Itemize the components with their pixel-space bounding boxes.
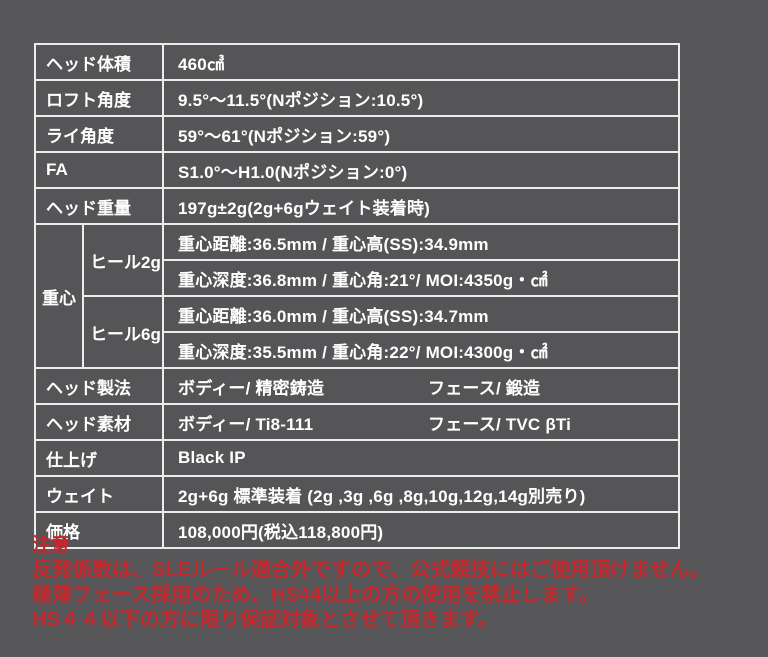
caution-line-hs44-prohibit: 極薄フェース採用のため、HS44以上の方の使用を禁止します。 [32,584,600,606]
table-row: 仕上げ Black IP [34,439,680,477]
spec-label-price: 価格 [34,511,164,549]
table-row: ヒール6g 重心距離:36.0mm / 重心高(SS):34.7mm [35,295,680,369]
spec-label-fa: FA [34,151,164,189]
spec-value-face-construction: フェース/ 鍛造 [428,378,541,398]
table-row: ヘッド素材 ボディー/ Ti8-111 フェース/ TVC βTi [34,403,680,441]
spec-value-price: 108,000円(税込118,800円) [162,511,680,549]
table-row: ヘッド重量 197g±2g(2g+6gウェイト装着時) [34,187,680,225]
spec-value-head-material: ボディー/ Ti8-111 フェース/ TVC βTi [162,403,680,441]
spec-value-face-material: フェース/ TVC βTi [428,414,572,434]
caution-heading: 注意 [32,535,71,556]
spec-table: ヘッド体積 460㎤ ロフト角度 9.5°〜11.5°(Nポジション:10.5°… [34,43,680,549]
spec-value-heel6g-line2: 重心深度:35.5mm / 重心角:22°/ MOI:4300g・㎠ [162,331,680,369]
spec-value-fa: S1.0°〜H1.0(Nポジション:0°) [162,151,680,189]
spec-value-finish: Black IP [162,439,680,477]
caution-notes: 注意 反発係数は、SLEルール適合外ですので、公式競技にはご使用頂けません。 極… [32,533,710,633]
spec-value-heel2g-line1: 重心距離:36.5mm / 重心高(SS):34.9mm [162,223,680,261]
spec-table-section: ヘッド体積 460㎤ ロフト角度 9.5°〜11.5°(Nポジション:10.5°… [34,43,680,549]
spec-value-weight-kit: 2g+6g 標準装着 (2g ,3g ,6g ,8g,10g,12g,14g別売… [162,475,680,513]
spec-value-body-material: ボディー/ Ti8-111 [178,414,314,434]
table-row: 価格 108,000円(税込118,800円) [34,511,680,549]
spec-label-head-construction: ヘッド製法 [34,367,164,405]
table-row: ライ角度 59°〜61°(Nポジション:59°) [34,115,680,153]
spec-value-heel2g-line2: 重心深度:36.8mm / 重心角:21°/ MOI:4350g・㎠ [162,259,680,297]
spec-label-weight-kit: ウェイト [34,475,164,513]
table-row: 重心 ヒール2g 重心距離:36.5mm / 重心高(SS):34.9mm [34,223,680,369]
spec-value-heel6g-line1: 重心距離:36.0mm / 重心高(SS):34.7mm [162,295,680,333]
spec-value-body-construction: ボディー/ 精密鋳造 [178,378,325,398]
table-row: ヘッド体積 460㎤ [34,43,680,81]
spec-value-loft-angle: 9.5°〜11.5°(Nポジション:10.5°) [162,79,680,117]
spec-value-head-weight: 197g±2g(2g+6gウェイト装着時) [162,187,680,225]
table-row: 重心深度:36.8mm / 重心角:21°/ MOI:4350g・㎠ [35,259,680,297]
spec-value-lie-angle: 59°〜61°(Nポジション:59°) [162,115,680,153]
spec-label-heel-2g: ヒール2g [82,223,164,297]
spec-label-head-material: ヘッド素材 [34,403,164,441]
table-row: ウェイト 2g+6g 標準装着 (2g ,3g ,6g ,8g,10g,12g,… [34,475,680,513]
spec-label-lie-angle: ライ角度 [34,115,164,153]
spec-value-head-volume: 460㎤ [162,43,680,81]
spec-label-loft-angle: ロフト角度 [34,79,164,117]
spec-value-head-construction: ボディー/ 精密鋳造 フェース/ 鍛造 [162,367,680,405]
caution-line-hs44-warranty: HS４４以下の方に限り保証対象とさせて頂きます。 [32,609,498,631]
table-row: ヘッド製法 ボディー/ 精密鋳造 フェース/ 鍛造 [34,367,680,405]
spec-label-heel-6g: ヒール6g [82,295,164,369]
caution-line-sle-rule: 反発係数は、SLEルール適合外ですので、公式競技にはご使用頂けません。 [32,559,710,581]
spec-label-finish: 仕上げ [34,439,164,477]
table-row: 重心深度:35.5mm / 重心角:22°/ MOI:4300g・㎠ [35,331,680,369]
spec-label-head-volume: ヘッド体積 [34,43,164,81]
table-row: FA S1.0°〜H1.0(Nポジション:0°) [34,151,680,189]
table-row: ロフト角度 9.5°〜11.5°(Nポジション:10.5°) [34,79,680,117]
spec-label-center-of-gravity: 重心 [34,223,84,369]
spec-label-head-weight: ヘッド重量 [34,187,164,225]
